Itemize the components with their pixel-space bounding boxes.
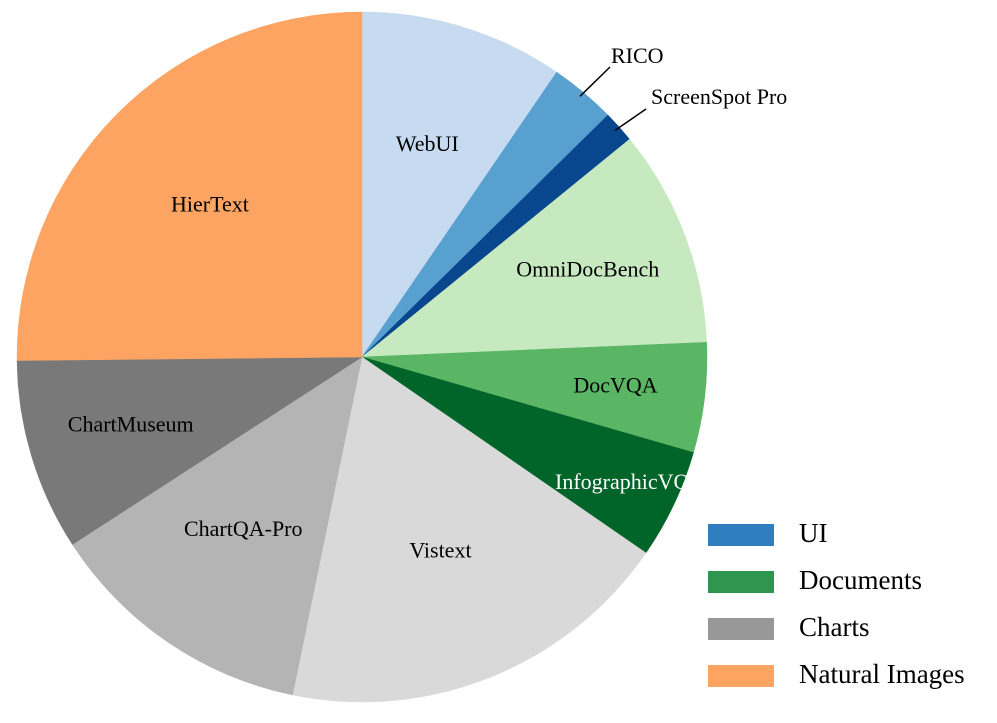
legend-swatch-natural-images (708, 665, 774, 687)
slice-label-chartqa-pro: ChartQA-Pro (184, 516, 303, 541)
legend-label-ui: UI (799, 518, 828, 548)
pie-slice-webui (361, 11, 558, 358)
slice-label-infographicvqa: InfographicVQA (555, 469, 705, 494)
pie-slices (16, 11, 708, 703)
pie-slice-vistext (292, 356, 647, 703)
legend-label-charts: Charts (799, 612, 870, 642)
slice-label-docvqa: DocVQA (573, 372, 657, 397)
slice-label-omnidocbench: OmniDocBench (516, 256, 659, 281)
legend-label-natural-images: Natural Images (799, 659, 965, 689)
pie-slice-chartmuseum (16, 356, 363, 545)
slice-label-vistext: Vistext (409, 537, 471, 562)
legend-label-documents: Documents (799, 565, 922, 595)
legend-swatch-charts (708, 618, 774, 640)
leader-line-screenspot-pro (614, 108, 647, 131)
leader-lines (579, 66, 647, 131)
leader-line-rico (579, 66, 611, 97)
pie-slice-hiertext (16, 11, 363, 361)
legend: UI Documents Charts Natural Images (708, 518, 965, 689)
slice-labels: WebUI RICO ScreenSpot Pro OmniDocBench DocVQ… (68, 43, 787, 562)
slice-label-hiertext: HierText (171, 192, 249, 217)
slice-label-screenspot-pro: ScreenSpot Pro (651, 84, 787, 109)
slice-label-chartmuseum: ChartMuseum (68, 412, 194, 437)
legend-swatch-documents (708, 571, 774, 593)
pie-slice-omnidocbench (361, 138, 707, 358)
slice-label-webui: WebUI (396, 131, 459, 156)
slice-label-rico: RICO (611, 43, 664, 68)
legend-swatch-ui (708, 524, 774, 546)
pie-slice-chartqa-pro (72, 356, 363, 696)
